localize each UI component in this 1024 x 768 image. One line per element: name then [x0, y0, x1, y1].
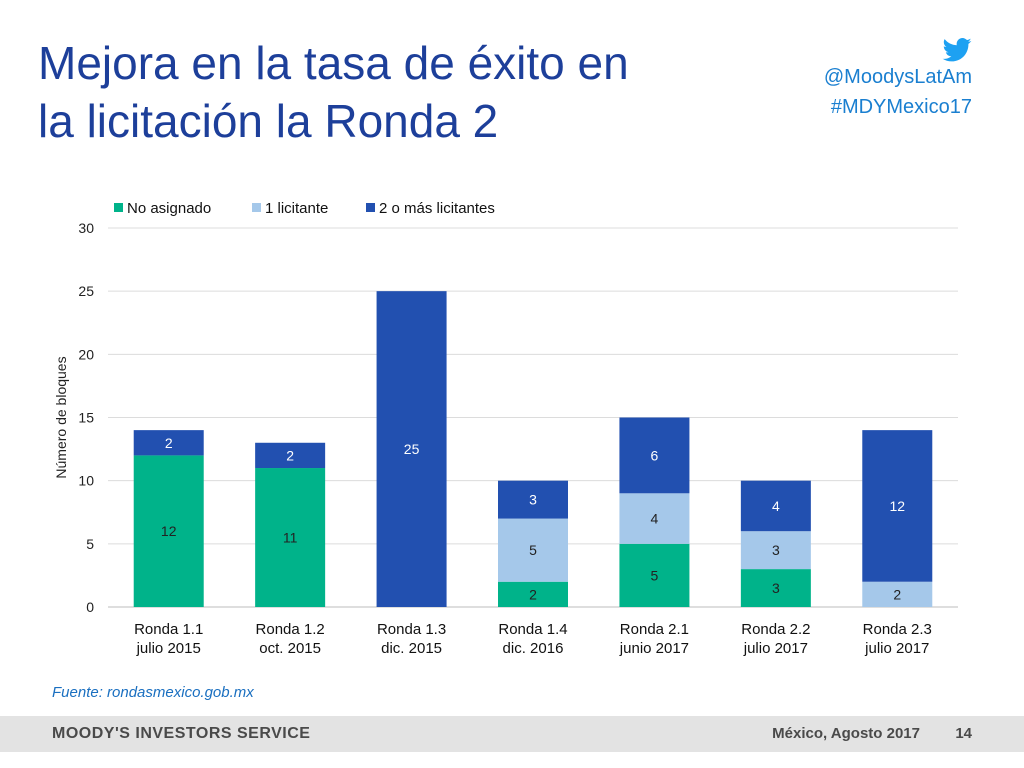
x-tick-label: Ronda 1.1: [134, 621, 203, 638]
data-label: 4: [651, 511, 659, 527]
bar-segment: [133, 455, 204, 607]
y-tick-label: 10: [78, 473, 94, 489]
y-tick-label: 5: [86, 536, 94, 552]
bar-segment: [740, 480, 811, 532]
data-label: 5: [651, 567, 659, 583]
bar-segment: [619, 417, 690, 494]
bar-segment: [498, 518, 568, 582]
data-label: 2: [165, 435, 173, 451]
legend-swatch: [366, 203, 375, 212]
x-tick-label: Ronda 2.3: [863, 621, 932, 638]
data-label: 11: [283, 530, 298, 546]
page-number: 14: [955, 725, 972, 742]
hashtag[interactable]: #MDYMexico17: [830, 96, 972, 118]
bar-segment: [619, 493, 690, 544]
data-label: 12: [161, 523, 177, 539]
x-tick-label: Ronda 1.3: [377, 621, 446, 638]
footer-brand: MOODY'S INVESTORS SERVICE: [52, 725, 311, 742]
x-tick-label: Ronda 1.4: [498, 621, 567, 638]
data-label: 4: [772, 498, 780, 514]
data-label: 25: [404, 441, 420, 457]
source-note: Fuente: rondasmexico.gob.mx: [52, 684, 254, 701]
data-label: 12: [889, 498, 905, 514]
footer-bar: MOODY'S INVESTORS SERVICE México, Agosto…: [0, 716, 1024, 752]
data-label: 3: [772, 580, 780, 596]
bar-segment: [255, 468, 326, 607]
bar-segment: [498, 480, 568, 519]
bar-segment: [498, 581, 568, 607]
x-tick-label: Ronda 2.1: [620, 621, 689, 638]
y-tick-label: 0: [86, 599, 94, 615]
data-label: 2: [893, 586, 901, 602]
bar-segment: [255, 442, 326, 469]
data-label: 3: [529, 492, 537, 508]
x-tick-label: Ronda 2.2: [741, 621, 810, 638]
y-tick-label: 30: [78, 220, 94, 236]
title-line-1: Mejora en la tasa de éxito en: [38, 37, 629, 89]
title-line-2: la licitación la Ronda 2: [38, 95, 499, 147]
data-label: 3: [772, 542, 780, 558]
bar-segment: [740, 569, 811, 607]
bar-segment: [376, 291, 447, 607]
x-tick-sublabel: julio 2017: [864, 640, 929, 657]
x-tick-label: Ronda 1.2: [256, 621, 325, 638]
y-tick-label: 15: [78, 410, 94, 426]
data-label: 6: [651, 447, 659, 463]
slide-title: Mejora en la tasa de éxito en la licitac…: [38, 34, 758, 150]
x-tick-sublabel: julio 2015: [136, 640, 201, 657]
twitter-icon: [942, 38, 972, 62]
bar-segment: [133, 430, 204, 456]
y-tick-label: 20: [78, 346, 94, 362]
bar-segment: [740, 531, 811, 570]
legend-label: 1 licitante: [265, 200, 328, 217]
legend-swatch: [114, 203, 123, 212]
data-label: 2: [529, 586, 537, 602]
legend-swatch: [252, 203, 261, 212]
bar-segment: [862, 581, 933, 607]
x-tick-sublabel: dic. 2016: [503, 640, 564, 657]
x-tick-sublabel: junio 2017: [619, 640, 689, 657]
data-label: 2: [286, 447, 294, 463]
y-tick-label: 25: [78, 283, 94, 299]
social-block: @MoodysLatAm #MDYMexico17: [824, 38, 972, 122]
x-tick-sublabel: julio 2017: [743, 640, 808, 657]
data-label: 5: [529, 542, 537, 558]
x-tick-sublabel: oct. 2015: [259, 640, 321, 657]
legend-label: No asignado: [127, 200, 211, 217]
bar-segment: [862, 430, 933, 582]
twitter-handle[interactable]: @MoodysLatAm: [823, 66, 972, 88]
bar-segment: [619, 543, 690, 607]
legend-label: 2 o más licitantes: [379, 200, 495, 217]
footer-place-date: México, Agosto 2017: [772, 725, 920, 742]
y-axis-title: Número de bloques: [53, 356, 69, 478]
x-tick-sublabel: dic. 2015: [381, 640, 442, 657]
